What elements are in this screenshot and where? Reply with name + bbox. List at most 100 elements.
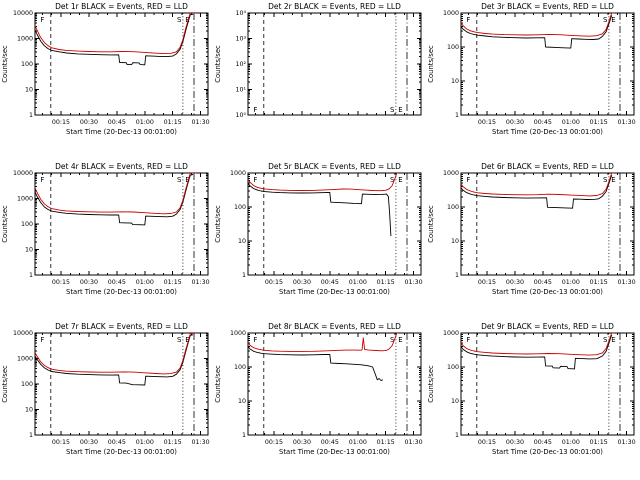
chart-svg: Det 7r BLACK = Events, RED = LLD 1 10 100 10… [1,322,210,456]
y-axis-label: Counts/sec [427,205,435,243]
x-tick-label: 00:15 [478,119,496,126]
y-tick-label: 1000 [17,196,33,203]
y-tick-label: 10 [25,407,33,414]
x-tick-label: 01:15 [164,119,182,126]
chart-svg: Det 4r BLACK = Events, RED = LLD 1 10 100 10… [1,162,210,296]
x-tick-label: 00:45 [108,439,126,446]
x-axis-label: Start Time (20-Dec-13 00:01:00) [492,128,603,136]
x-tick-label: 01:15 [590,119,608,126]
y-tick-label: 100 [21,381,33,388]
x-tick-label: 01:30 [618,279,636,286]
y-tick-label: 10 [25,247,33,254]
lld-curve [461,333,615,356]
panel-title: Det 5r BLACK = Events, RED = LLD [268,162,401,171]
y-axis-label: Counts/sec [1,365,9,403]
y-tick-label: 10 [451,398,459,405]
flag-letter-F: F [466,16,470,24]
plot-frame [460,332,635,436]
y-tick-label: 1 [242,432,246,439]
y-tick-label: 100 [21,221,33,228]
plot-frame [460,172,635,276]
x-tick-label: 01:00 [136,119,154,126]
x-tick-label: 00:45 [321,439,339,446]
y-axis-label: Counts/sec [214,205,222,243]
flag-letter-S: S [390,106,395,114]
y-tick-label: 1 [455,432,459,439]
flag-letter-F: F [253,106,257,114]
x-tick-label: 01:00 [562,119,580,126]
x-tick-label: 01:30 [618,439,636,446]
x-tick-label: 01:30 [405,279,423,286]
chart-svg: Det 3r BLACK = Events, RED = LLD 1 10 100 10… [427,2,636,136]
y-tick-label: 1000 [230,170,246,177]
x-tick-label: 00:15 [52,279,70,286]
x-tick-label: 00:45 [108,119,126,126]
panel-title: Det 6r BLACK = Events, RED = LLD [481,162,614,171]
flag-letter-F: F [40,16,44,24]
plot-panel-det2r: Det 2r BLACK = Events, RED = LLD 10⁰ 10¹ 10… [213,0,426,160]
x-tick-label: 00:45 [534,279,552,286]
flag-letter-S: S [390,176,395,184]
y-tick-label: 100 [234,364,246,371]
events-curve [35,334,194,386]
plot-frame [247,172,422,276]
plot-frame [34,12,209,116]
events-curve [35,173,194,226]
y-tick-label: 1 [455,272,459,279]
flag-letter-F: F [253,176,257,184]
y-tick-label: 10⁰ [235,112,246,119]
y-tick-label: 1000 [17,356,33,363]
x-axis-label: Start Time (20-Dec-13 00:01:00) [66,288,177,296]
x-tick-label: 01:30 [405,439,423,446]
lld-curve [35,13,197,55]
flag-letter-E: E [185,16,189,24]
x-tick-label: 00:15 [52,119,70,126]
x-tick-label: 01:15 [590,279,608,286]
x-tick-label: 01:30 [192,279,210,286]
chart-svg: Det 5r BLACK = Events, RED = LLD 1 10 100 10… [214,162,423,296]
plot-frame [460,12,635,116]
x-tick-label: 00:30 [506,119,524,126]
flag-letter-E: E [398,176,402,184]
flag-letter-E: E [611,336,615,344]
chart-svg: Det 8r BLACK = Events, RED = LLD 1 10 100 10… [214,322,423,456]
lld-curve [35,333,197,375]
x-tick-label: 00:30 [80,119,98,126]
y-tick-label: 10 [238,398,246,405]
y-tick-label: 1 [29,432,33,439]
panel-title: Det 1r BLACK = Events, RED = LLD [55,2,188,11]
y-tick-label: 10000 [13,10,33,17]
y-tick-label: 10 [451,238,459,245]
y-tick-label: 1 [455,112,459,119]
flag-letter-E: E [611,16,615,24]
flag-letter-E: E [611,176,615,184]
x-axis-label: Start Time (20-Dec-13 00:01:00) [279,288,390,296]
y-tick-label: 1000 [17,36,33,43]
plot-frame [34,172,209,276]
lld-curve [461,173,615,197]
y-tick-label: 100 [447,44,459,51]
y-tick-label: 10⁴ [235,10,246,17]
chart-svg: Det 9r BLACK = Events, RED = LLD 1 10 100 10… [427,322,636,456]
plot-panel-det8r: Det 8r BLACK = Events, RED = LLD 1 10 100 10… [213,320,426,480]
events-curve [35,13,194,66]
panel-title: Det 7r BLACK = Events, RED = LLD [55,322,188,331]
y-tick-label: 10 [25,87,33,94]
x-tick-label: 00:45 [321,279,339,286]
y-tick-label: 10³ [235,36,246,43]
x-tick-label: 01:15 [164,439,182,446]
flag-letter-E: E [185,176,189,184]
x-axis-label: Start Time (20-Dec-13 00:01:00) [492,448,603,456]
lld-curve [35,173,197,215]
x-tick-label: 00:45 [108,279,126,286]
plot-frame [34,332,209,436]
x-tick-label: 01:15 [377,279,395,286]
y-axis-label: Counts/sec [427,365,435,403]
y-tick-label: 100 [21,61,33,68]
x-tick-label: 01:00 [349,279,367,286]
x-tick-label: 00:30 [80,439,98,446]
flag-letter-S: S [603,16,608,24]
plot-panel-det6r: Det 6r BLACK = Events, RED = LLD 1 10 100 10… [426,160,639,320]
flag-letter-S: S [177,336,182,344]
